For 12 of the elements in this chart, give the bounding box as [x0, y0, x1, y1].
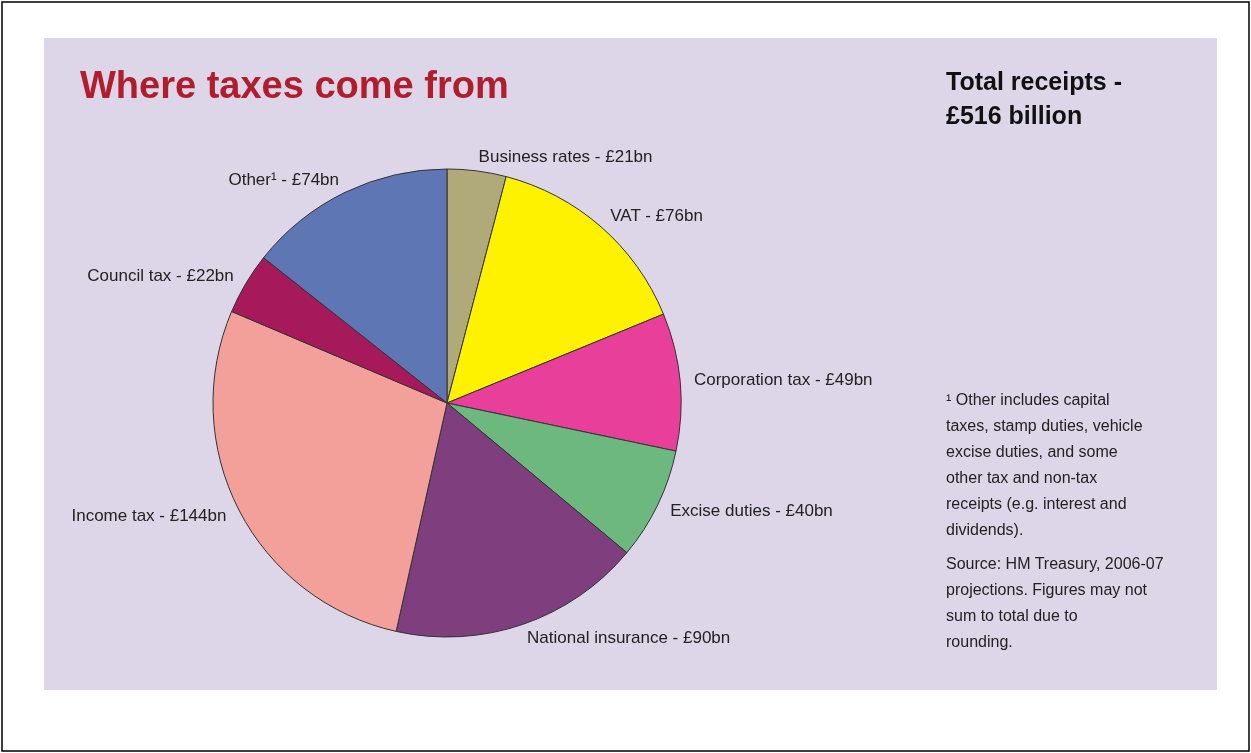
- source-note: Source: HM Treasury, 2006-07 projections. Figures may not sum to total due to rounding.: [946, 555, 1164, 650]
- slice-label: Business rates - £21bn: [478, 147, 653, 167]
- slice-label: Other¹ - £74bn: [228, 169, 340, 189]
- slice-label: National insurance - £90bn: [527, 627, 731, 647]
- slice-label: Corporation tax - £49bn: [693, 370, 873, 390]
- slice-label: Income tax - £144bn: [71, 506, 227, 526]
- text: Total receipts - £516 billion: [946, 67, 1122, 129]
- slice-label: Council tax - £22bn: [87, 266, 234, 286]
- text: ¹ Other includes capital taxes, stamp duties, vehicle excise duties, and some other tax and non-tax receipts (e.g. interest and dividends).: [946, 391, 1143, 538]
- chart-title: Where taxes come from: [80, 64, 509, 106]
- slice-label: VAT - £76bn: [610, 206, 703, 226]
- slice-label: Excise duties - £40bn: [670, 500, 833, 520]
